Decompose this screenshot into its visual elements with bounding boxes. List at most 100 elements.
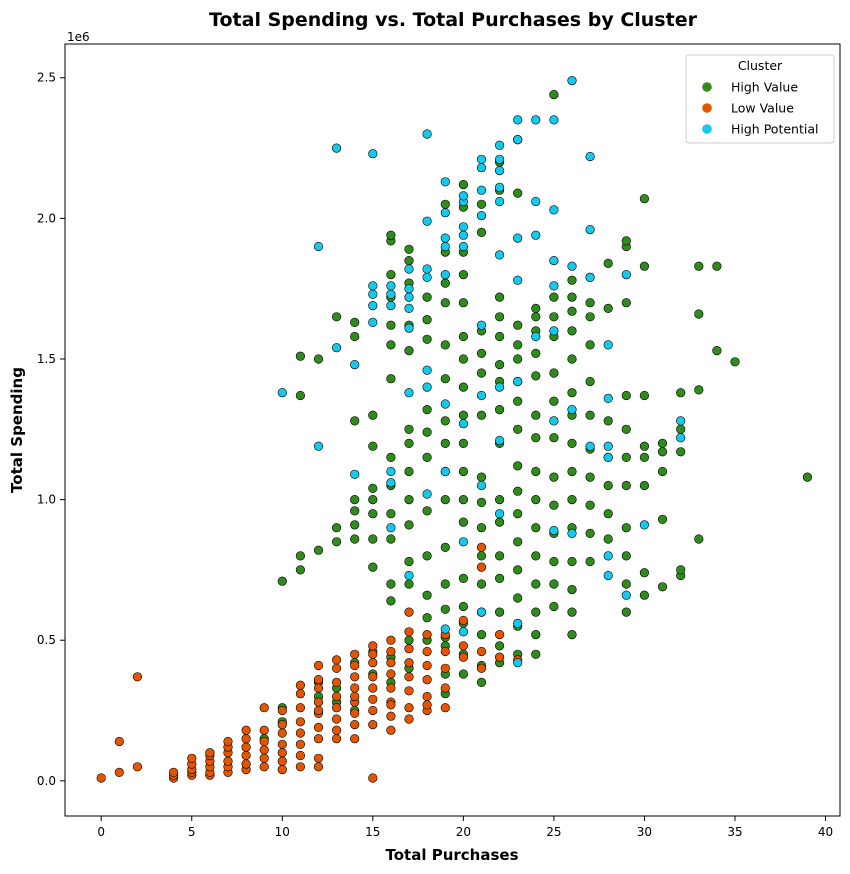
data-points bbox=[96, 75, 813, 783]
data-point-high-value bbox=[386, 230, 396, 240]
data-point-low-value bbox=[350, 683, 360, 693]
data-point-high-value bbox=[513, 486, 523, 496]
data-point-low-value bbox=[476, 646, 487, 657]
data-point-low-value bbox=[350, 691, 360, 702]
data-point-high-potential bbox=[495, 435, 505, 446]
data-point-high-value bbox=[531, 410, 541, 420]
data-point-low-value bbox=[259, 703, 269, 713]
data-point-high-value bbox=[549, 368, 559, 378]
data-point-high-value bbox=[549, 601, 559, 612]
data-point-high-potential bbox=[440, 270, 450, 280]
data-point-high-value bbox=[639, 390, 650, 401]
data-point-high-value bbox=[440, 604, 450, 614]
data-point-high-value bbox=[368, 534, 378, 544]
data-point-low-value bbox=[350, 660, 360, 671]
data-point-high-value bbox=[350, 416, 360, 426]
data-point-high-potential bbox=[621, 590, 631, 600]
data-point-low-value bbox=[404, 607, 414, 617]
data-point-low-value bbox=[422, 629, 432, 640]
data-point-high-value bbox=[313, 545, 324, 555]
data-point-high-value bbox=[404, 244, 414, 254]
data-point-high-potential bbox=[440, 208, 450, 218]
data-point-high-potential bbox=[368, 149, 378, 159]
data-point-high-potential bbox=[549, 525, 559, 536]
data-point-high-value bbox=[386, 270, 396, 280]
data-point-low-value bbox=[386, 635, 396, 645]
data-point-high-value bbox=[694, 309, 704, 319]
data-point-high-value bbox=[350, 520, 360, 530]
data-point-high-value bbox=[531, 495, 541, 505]
data-point-low-value bbox=[422, 691, 432, 702]
data-point-low-value bbox=[440, 646, 450, 657]
data-point-high-potential bbox=[422, 272, 432, 283]
data-point-high-potential bbox=[495, 196, 505, 207]
data-point-high-value bbox=[495, 312, 505, 322]
data-point-low-value bbox=[313, 734, 324, 744]
data-point-low-value bbox=[295, 728, 306, 738]
data-point-high-value bbox=[621, 424, 631, 434]
data-point-high-value bbox=[350, 495, 360, 505]
data-point-high-value bbox=[676, 388, 686, 398]
data-point-high-potential bbox=[495, 182, 505, 192]
data-point-high-potential bbox=[549, 256, 559, 266]
data-point-high-value bbox=[313, 354, 324, 364]
data-point-low-value bbox=[295, 703, 306, 713]
data-point-high-potential bbox=[603, 441, 613, 451]
data-point-high-value bbox=[513, 537, 523, 547]
data-point-high-value bbox=[404, 579, 414, 589]
data-point-high-value bbox=[476, 410, 487, 420]
data-point-low-value bbox=[277, 764, 287, 775]
data-point-low-value bbox=[386, 658, 396, 668]
data-point-low-value bbox=[332, 703, 342, 713]
data-point-low-value bbox=[277, 719, 287, 730]
data-point-high-value bbox=[549, 312, 559, 322]
data-point-low-value bbox=[368, 694, 378, 704]
data-point-high-value bbox=[531, 579, 541, 589]
data-point-high-value bbox=[440, 495, 450, 505]
data-point-high-value bbox=[476, 348, 487, 359]
data-point-high-value bbox=[585, 528, 595, 539]
data-point-high-potential bbox=[603, 452, 613, 463]
data-point-high-potential bbox=[585, 441, 595, 451]
data-point-high-value bbox=[603, 303, 613, 314]
data-point-high-potential bbox=[513, 115, 523, 125]
data-point-low-value bbox=[350, 719, 360, 730]
data-point-high-value bbox=[295, 565, 306, 575]
data-point-low-value bbox=[476, 663, 487, 673]
data-point-high-potential bbox=[368, 301, 378, 311]
data-point-high-value bbox=[368, 441, 378, 451]
data-point-high-potential bbox=[386, 281, 396, 291]
y-axis-label: Total Spending bbox=[8, 367, 26, 493]
data-point-high-value bbox=[676, 447, 686, 457]
data-point-high-value bbox=[422, 334, 432, 344]
data-point-high-value bbox=[730, 357, 740, 367]
data-point-high-potential bbox=[404, 323, 414, 333]
data-point-high-value bbox=[549, 472, 559, 482]
data-point-high-value bbox=[585, 340, 595, 350]
data-point-low-value bbox=[350, 672, 360, 682]
data-point-high-potential bbox=[676, 416, 686, 426]
data-point-high-value bbox=[513, 320, 523, 330]
x-tick-label: 10 bbox=[275, 825, 290, 839]
data-point-low-value bbox=[368, 683, 378, 693]
x-tick-label: 5 bbox=[188, 825, 196, 839]
data-point-low-value bbox=[404, 672, 414, 682]
x-tick-label: 35 bbox=[727, 825, 742, 839]
data-point-high-potential bbox=[549, 281, 559, 291]
data-point-high-potential bbox=[495, 140, 505, 150]
data-point-high-value bbox=[495, 495, 505, 505]
data-point-low-value bbox=[368, 705, 378, 716]
data-point-high-value bbox=[458, 573, 469, 584]
data-point-high-potential bbox=[567, 528, 577, 539]
data-point-high-value bbox=[585, 298, 595, 308]
data-point-low-value bbox=[404, 714, 414, 724]
data-point-high-value bbox=[295, 390, 306, 401]
data-point-high-potential bbox=[422, 129, 432, 139]
data-point-high-potential bbox=[404, 303, 414, 314]
data-point-high-value bbox=[495, 405, 505, 415]
data-point-high-value bbox=[513, 340, 523, 350]
data-point-high-value bbox=[440, 374, 450, 384]
data-point-high-value bbox=[585, 376, 595, 387]
data-point-low-value bbox=[187, 753, 197, 763]
